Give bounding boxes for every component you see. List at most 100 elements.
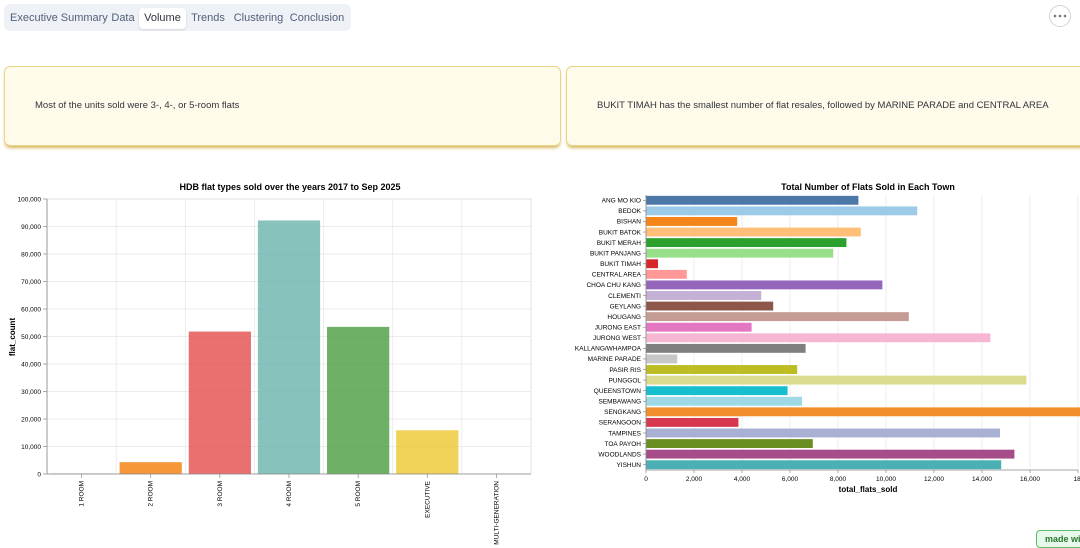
- y-tick-label: SERANGOON: [599, 420, 642, 427]
- y-tick-label: 50,000: [21, 334, 41, 341]
- y-tick-label: MARINE PARADE: [588, 356, 642, 363]
- y-tick-label: 30,000: [21, 389, 41, 396]
- x-tick-label: 5 ROOM: [355, 481, 362, 507]
- bar: [646, 291, 761, 300]
- tab-executive-summary[interactable]: Executive Summary: [10, 8, 107, 29]
- bar: [646, 407, 1080, 416]
- bar: [646, 450, 1014, 459]
- bar: [646, 217, 737, 226]
- y-tick-label: YISHUN: [616, 462, 641, 469]
- bar: [646, 228, 861, 237]
- y-tick-label: JURONG WEST: [593, 335, 641, 342]
- y-tick-label: ANG MO KIO: [602, 198, 641, 205]
- insight-card-flat-types: Most of the units sold were 3-, 4-, or 5…: [4, 66, 561, 146]
- y-tick-label: BEDOK: [618, 208, 641, 215]
- y-tick-label: 90,000: [21, 224, 41, 231]
- x-tick-label: 2 ROOM: [148, 481, 155, 507]
- y-tick-label: BUKIT PANJANG: [590, 250, 641, 257]
- x-tick-label: MULTI-GENERATION: [493, 481, 500, 545]
- bar: [646, 376, 1026, 385]
- x-tick-label: 12,000: [924, 476, 944, 483]
- y-tick-label: BUKIT TIMAH: [600, 261, 641, 268]
- bar: [646, 355, 677, 364]
- x-axis-label: total_flats_sold: [839, 485, 898, 494]
- made-with-badge[interactable]: made wit: [1036, 530, 1080, 548]
- bar: [189, 332, 251, 474]
- x-tick-label: 10,000: [876, 476, 896, 483]
- more-options-button[interactable]: [1049, 5, 1071, 27]
- x-tick-label: 2,000: [686, 476, 703, 483]
- flat-types-bar-chart: HDB flat types sold over the years 2017 …: [0, 175, 550, 546]
- tab-data[interactable]: Data: [108, 8, 138, 29]
- bar: [646, 270, 687, 279]
- bar: [327, 327, 389, 474]
- y-tick-label: QUEENSTOWN: [594, 388, 641, 395]
- bar: [258, 220, 320, 474]
- y-tick-label: WOODLANDS: [598, 451, 641, 458]
- bar: [646, 280, 882, 289]
- y-tick-label: HOUGANG: [607, 314, 641, 321]
- x-tick-label: 6,000: [782, 476, 799, 483]
- tab-trends[interactable]: Trends: [187, 8, 229, 29]
- insight-text: BUKIT TIMAH has the smallest number of f…: [597, 100, 1049, 111]
- bar: [646, 365, 797, 374]
- bar: [646, 206, 917, 215]
- y-tick-label: BUKIT BATOK: [599, 229, 642, 236]
- tab-bar: Executive Summary Data Volume Trends Clu…: [4, 4, 351, 31]
- bar: [646, 312, 909, 321]
- y-tick-label: 20,000: [21, 417, 41, 424]
- insight-card-towns: BUKIT TIMAH has the smallest number of f…: [566, 66, 1080, 146]
- y-tick-label: GEYLANG: [610, 303, 641, 310]
- x-tick-label: 1 ROOM: [79, 481, 86, 507]
- y-tick-label: BISHAN: [617, 219, 642, 226]
- bar: [646, 238, 846, 247]
- bar: [646, 344, 806, 353]
- y-tick-label: CHOA CHU KANG: [586, 282, 641, 289]
- insight-text: Most of the units sold were 3-, 4-, or 5…: [35, 100, 239, 111]
- tab-conclusion[interactable]: Conclusion: [289, 8, 345, 29]
- more-horizontal-icon: [1053, 14, 1067, 18]
- y-tick-label: TAMPINES: [608, 430, 641, 437]
- x-tick-label: 16,000: [1020, 476, 1040, 483]
- x-tick-label: 4,000: [734, 476, 751, 483]
- tab-volume[interactable]: Volume: [139, 8, 186, 29]
- y-tick-label: CLEMENTI: [608, 293, 641, 300]
- tab-clustering[interactable]: Clustering: [231, 8, 286, 29]
- x-tick-label: EXECUTIVE: [424, 480, 431, 518]
- flats-by-town-bar-chart: Total Number of Flats Sold in Each Town …: [560, 175, 1080, 495]
- x-tick-label: 0: [644, 476, 648, 483]
- chart-title: Total Number of Flats Sold in Each Town: [781, 182, 955, 192]
- bar: [646, 323, 752, 332]
- y-tick-label: 100,000: [18, 197, 42, 204]
- chart-title: HDB flat types sold over the years 2017 …: [179, 182, 400, 192]
- y-tick-label: 80,000: [21, 252, 41, 259]
- bar: [646, 460, 1001, 469]
- bar: [646, 249, 833, 258]
- bar: [646, 302, 773, 311]
- y-tick-label: PASIR RIS: [609, 367, 641, 374]
- y-tick-label: 10,000: [21, 444, 41, 451]
- bar: [646, 196, 858, 205]
- bar: [396, 430, 458, 474]
- bar: [646, 386, 788, 395]
- y-tick-label: JURONG EAST: [595, 325, 641, 332]
- bar: [646, 418, 738, 427]
- y-tick-label: SENGKANG: [604, 409, 641, 416]
- y-tick-label: CENTRAL AREA: [592, 272, 642, 279]
- bar: [646, 259, 658, 268]
- bar: [646, 439, 813, 448]
- y-tick-label: TOA PAYOH: [605, 441, 642, 448]
- y-tick-label: BUKIT MERAH: [597, 240, 642, 247]
- y-tick-label: KALLANG/WHAMPOA: [575, 346, 642, 353]
- bar: [646, 397, 802, 406]
- y-axis-label: flat_count: [8, 318, 17, 357]
- x-tick-label: 14,000: [972, 476, 992, 483]
- y-tick-label: PUNGGOL: [608, 377, 641, 384]
- y-tick-label: SEMBAWANG: [599, 399, 642, 406]
- x-tick-label: 3 ROOM: [217, 481, 224, 507]
- bar: [120, 462, 182, 474]
- y-tick-label: 60,000: [21, 307, 41, 314]
- x-tick-label: 8,000: [830, 476, 847, 483]
- y-tick-label: 0: [37, 472, 41, 479]
- y-tick-label: 70,000: [21, 279, 41, 286]
